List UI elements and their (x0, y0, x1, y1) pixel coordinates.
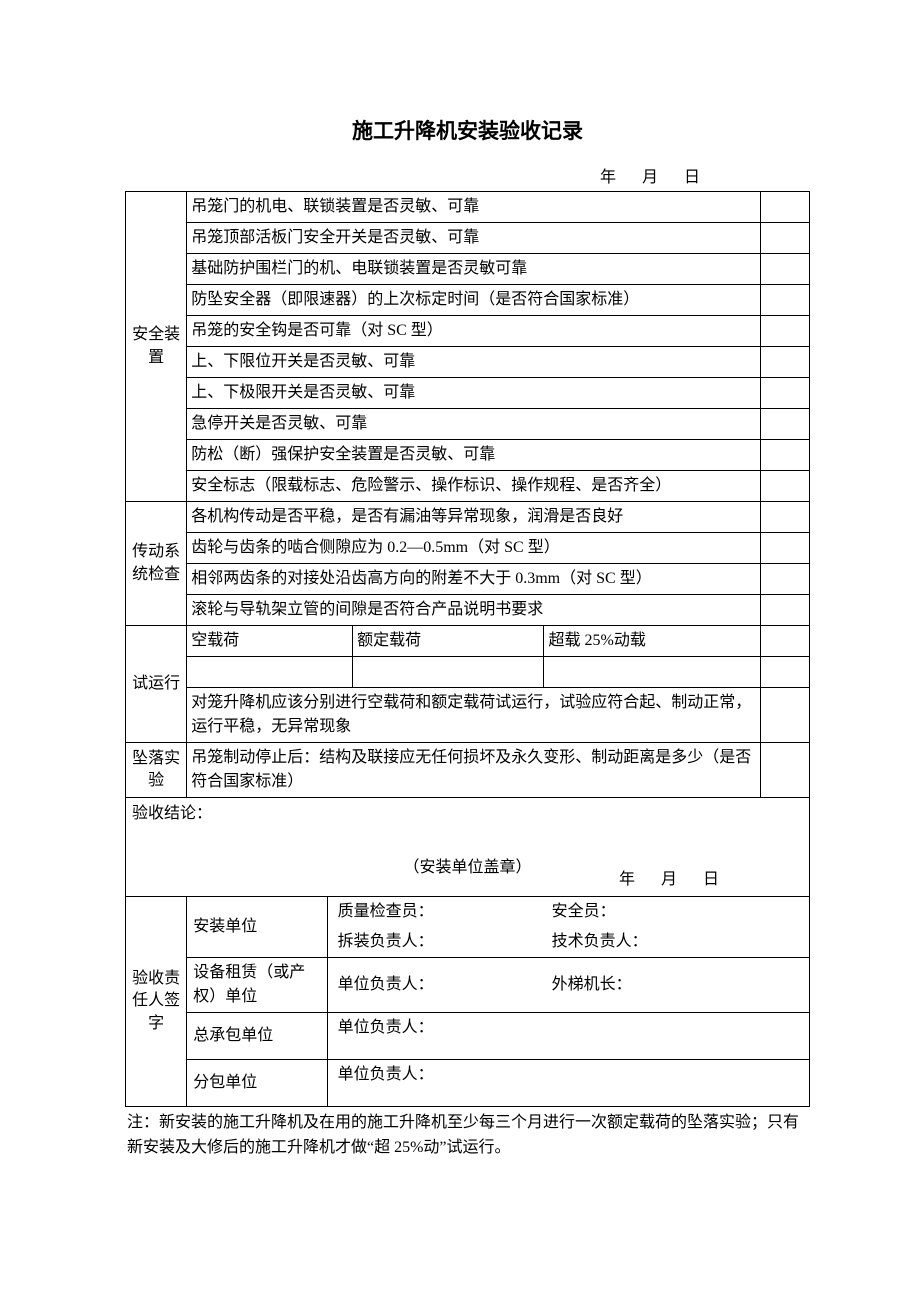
fall-header: 坠落实验 (126, 743, 187, 798)
safety-row: 安全标志（限载标志、危险警示、操作标识、操作规程、是否齐全） (187, 471, 761, 502)
check-cell[interactable] (761, 254, 810, 285)
safety-row: 上、下限位开关是否灵敏、可靠 (187, 347, 761, 378)
main-table: 安全装置 吊笼门的机电、联锁装置是否灵敏、可靠 吊笼顶部活板门安全开关是否灵敏、… (125, 191, 810, 1107)
trial-c3: 超载 25%动载 (544, 626, 761, 657)
check-cell[interactable] (761, 192, 810, 223)
sign-header: 验收责任人签字 (126, 897, 187, 1107)
trial-header: 试运行 (126, 626, 187, 743)
sig-line[interactable]: 单位负责人： (327, 1013, 809, 1060)
check-cell[interactable] (761, 409, 810, 440)
trial-blank[interactable] (353, 657, 544, 688)
safety-row: 吊笼的安全钩是否可靠（对 SC 型） (187, 316, 761, 347)
trial-c2: 额定载荷 (353, 626, 544, 657)
check-cell[interactable] (761, 657, 810, 688)
check-cell[interactable] (761, 285, 810, 316)
check-cell[interactable] (761, 564, 810, 595)
check-cell[interactable] (761, 347, 810, 378)
check-cell[interactable] (761, 316, 810, 347)
sig-unit: 设备租赁（或产权）单位 (187, 958, 327, 1013)
check-cell[interactable] (761, 743, 810, 798)
document-page: 施工升降机安装验收记录 年 月 日 安全装置 吊笼门的机电、联锁装置是否灵敏、可… (0, 0, 920, 1302)
check-cell[interactable] (761, 533, 810, 564)
check-cell[interactable] (761, 626, 810, 657)
safety-row: 吊笼顶部活板门安全开关是否灵敏、可靠 (187, 223, 761, 254)
sig-line[interactable]: 单位负责人： 外梯机长： (327, 958, 809, 1013)
trial-blank[interactable] (187, 657, 353, 688)
check-cell[interactable] (761, 688, 810, 743)
conclusion-label: 验收结论： (132, 802, 803, 826)
trial-note: 对笼升降机应该分别进行空载荷和额定载荷试运行，试验应符合起、制动正常，运行平稳，… (187, 688, 761, 743)
day-label: 日 (684, 169, 700, 186)
year-label: 年 (600, 169, 616, 186)
top-date-line: 年 月 日 (125, 163, 810, 187)
check-cell[interactable] (761, 502, 810, 533)
safety-header: 安全装置 (126, 192, 187, 502)
safety-row: 吊笼门的机电、联锁装置是否灵敏、可靠 (187, 192, 761, 223)
trans-header: 传动系统检查 (126, 502, 187, 626)
sig-unit: 总承包单位 (187, 1013, 327, 1060)
trans-row: 滚轮与导轨架立管的间隙是否符合产品说明书要求 (187, 595, 761, 626)
conclusion-box[interactable]: 验收结论： （安装单位盖章） 年 月 日 (126, 798, 810, 897)
fall-text: 吊笼制动停止后：结构及联接应无任何损坏及永久变形、制动距离是多少（是否符合国家标… (187, 743, 761, 798)
footnote: 注：新安装的施工升降机及在用的施工升降机至少每三个月进行一次额定载荷的坠落实验；… (125, 1111, 810, 1161)
safety-row: 防坠安全器（即限速器）的上次标定时间（是否符合国家标准） (187, 285, 761, 316)
sig-line[interactable]: 拆装负责人： 技术负责人： (327, 927, 809, 958)
sig-unit: 分包单位 (187, 1060, 327, 1107)
sig-line[interactable]: 质量检查员： 安全员： (327, 897, 809, 928)
safety-row: 急停开关是否灵敏、可靠 (187, 409, 761, 440)
check-cell[interactable] (761, 595, 810, 626)
conclusion-date: 年 月 日 (597, 868, 719, 892)
check-cell[interactable] (761, 223, 810, 254)
safety-row: 基础防护围栏门的机、电联锁装置是否灵敏可靠 (187, 254, 761, 285)
sig-unit: 安装单位 (187, 897, 327, 958)
trans-row: 各机构传动是否平稳，是否有漏油等异常现象，润滑是否良好 (187, 502, 761, 533)
safety-row: 防松（断）强保护安全装置是否灵敏、可靠 (187, 440, 761, 471)
trans-row: 齿轮与齿条的啮合侧隙应为 0.2—0.5mm（对 SC 型） (187, 533, 761, 564)
sig-line[interactable]: 单位负责人： (327, 1060, 809, 1107)
check-cell[interactable] (761, 378, 810, 409)
trial-c1: 空载荷 (187, 626, 353, 657)
page-title: 施工升降机安装验收记录 (125, 115, 810, 145)
month-label: 月 (642, 169, 658, 186)
trial-blank[interactable] (544, 657, 761, 688)
check-cell[interactable] (761, 440, 810, 471)
trans-row: 相邻两齿条的对接处沿齿高方向的附差不大于 0.3mm（对 SC 型） (187, 564, 761, 595)
safety-row: 上、下极限开关是否灵敏、可靠 (187, 378, 761, 409)
check-cell[interactable] (761, 471, 810, 502)
